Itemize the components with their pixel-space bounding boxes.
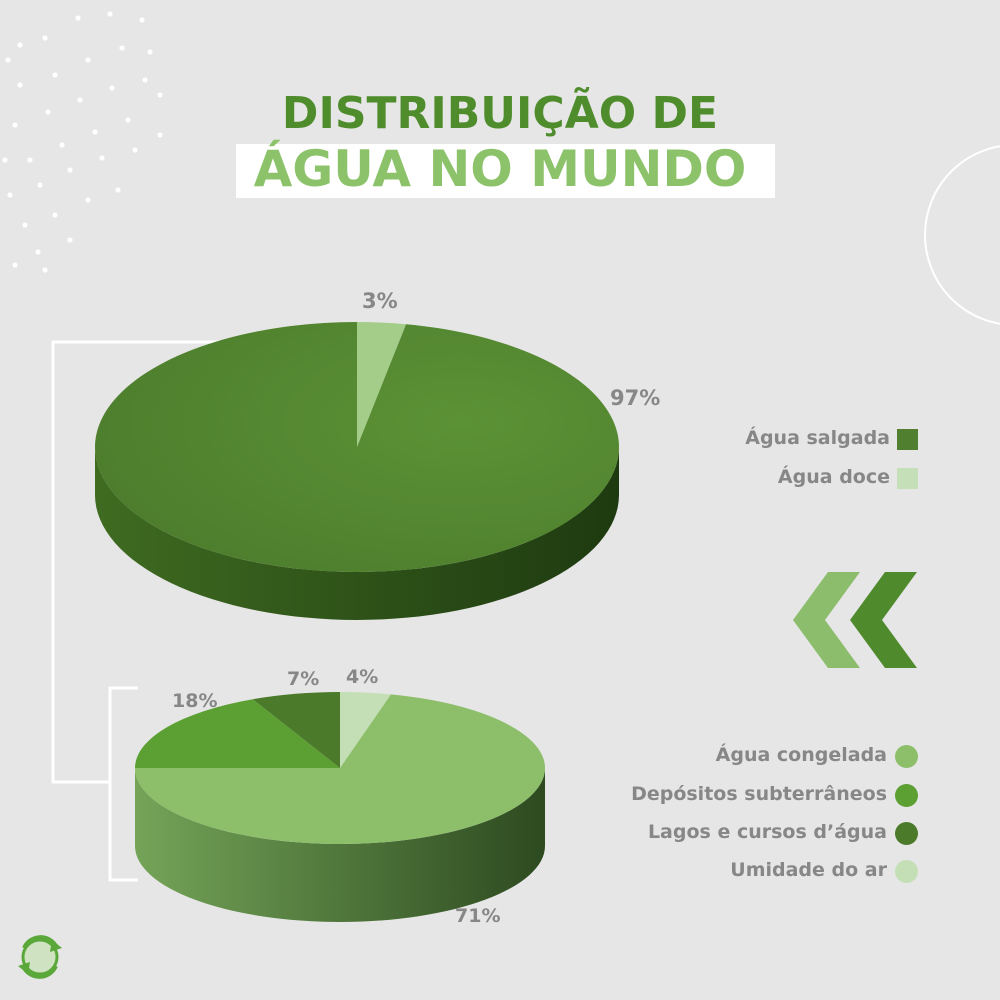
pie-chart-1: 97% 3%	[95, 289, 660, 620]
legend-label-air-humidity: Umidade do ar	[730, 859, 887, 881]
pie-chart-1-slice-0	[357, 322, 407, 447]
pie-chart-1-value-label-0: 97%	[610, 386, 660, 410]
pie-chart-2-slice-3	[252, 692, 340, 768]
legend-dot-frozen-water	[895, 745, 918, 768]
pie-chart-2-slice-2	[135, 699, 340, 768]
title-line-1: DISTRIBUIÇÃO DE	[281, 88, 719, 139]
legend-label-groundwater: Depósitos subterrâneos	[631, 783, 887, 805]
pie-chart-1-side	[95, 447, 619, 620]
title-line-2: ÁGUA NO MUNDO	[253, 140, 747, 198]
pie-chart-1-slice-1	[95, 322, 620, 572]
connector-lines	[51, 340, 375, 882]
legend-dot-lakes	[895, 822, 918, 845]
pie-chart-2-value-label-2: 7%	[287, 668, 319, 690]
legend-dot-groundwater	[895, 784, 918, 807]
pie-chart-2-value-label-1: 18%	[172, 690, 217, 712]
pie-chart-2-slice-0	[340, 692, 391, 768]
pie-chart-2-value-label-3: 4%	[346, 666, 378, 688]
decorative-circle	[924, 145, 1000, 325]
legend-label-salt-water: Água salgada	[745, 427, 890, 449]
dot-pattern	[2, 11, 163, 273]
legend-swatch-fresh-water	[897, 468, 918, 489]
pie-chart-2: 71% 18% 7% 4%	[135, 666, 545, 927]
legend-dot-air-humidity	[895, 860, 918, 883]
pie-chart-1-value-label-1: 3%	[362, 289, 398, 313]
pie-chart-2-value-label-0: 71%	[455, 905, 500, 927]
legend-swatch-salt-water	[897, 429, 918, 450]
legend-label-lakes: Lagos e cursos d’água	[647, 821, 887, 843]
legend-label-frozen-water: Água congelada	[715, 744, 887, 766]
legend-label-fresh-water: Água doce	[777, 466, 890, 488]
double-chevron-left-icon	[793, 572, 917, 668]
pie-chart-2-slice-1	[135, 694, 545, 844]
pie-chart-2-side	[135, 768, 545, 922]
recycle-logo-icon	[18, 935, 62, 979]
title-highlight-box	[236, 144, 775, 198]
